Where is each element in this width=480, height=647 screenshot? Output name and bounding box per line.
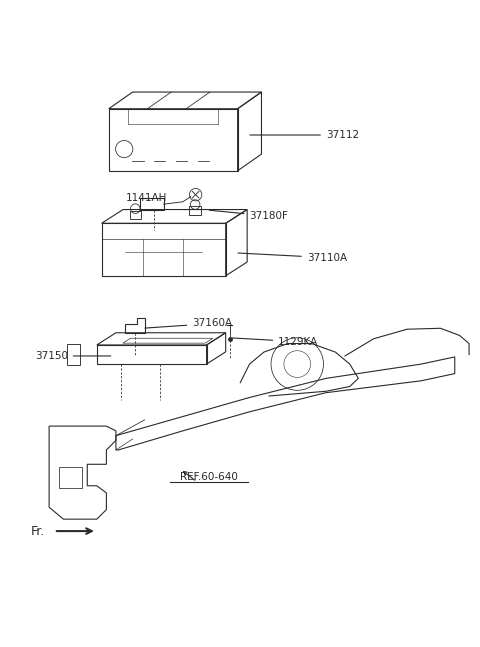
Text: REF.60-640: REF.60-640 [180, 472, 238, 482]
Text: 1141AH: 1141AH [125, 193, 167, 203]
Text: 37180F: 37180F [209, 210, 288, 221]
Text: 37112: 37112 [250, 130, 359, 140]
Text: 37110A: 37110A [238, 252, 347, 263]
Text: 1129KA: 1129KA [232, 336, 318, 347]
Text: 37150: 37150 [35, 351, 111, 361]
Text: Fr.: Fr. [31, 525, 45, 538]
Text: 37160A: 37160A [145, 318, 232, 329]
